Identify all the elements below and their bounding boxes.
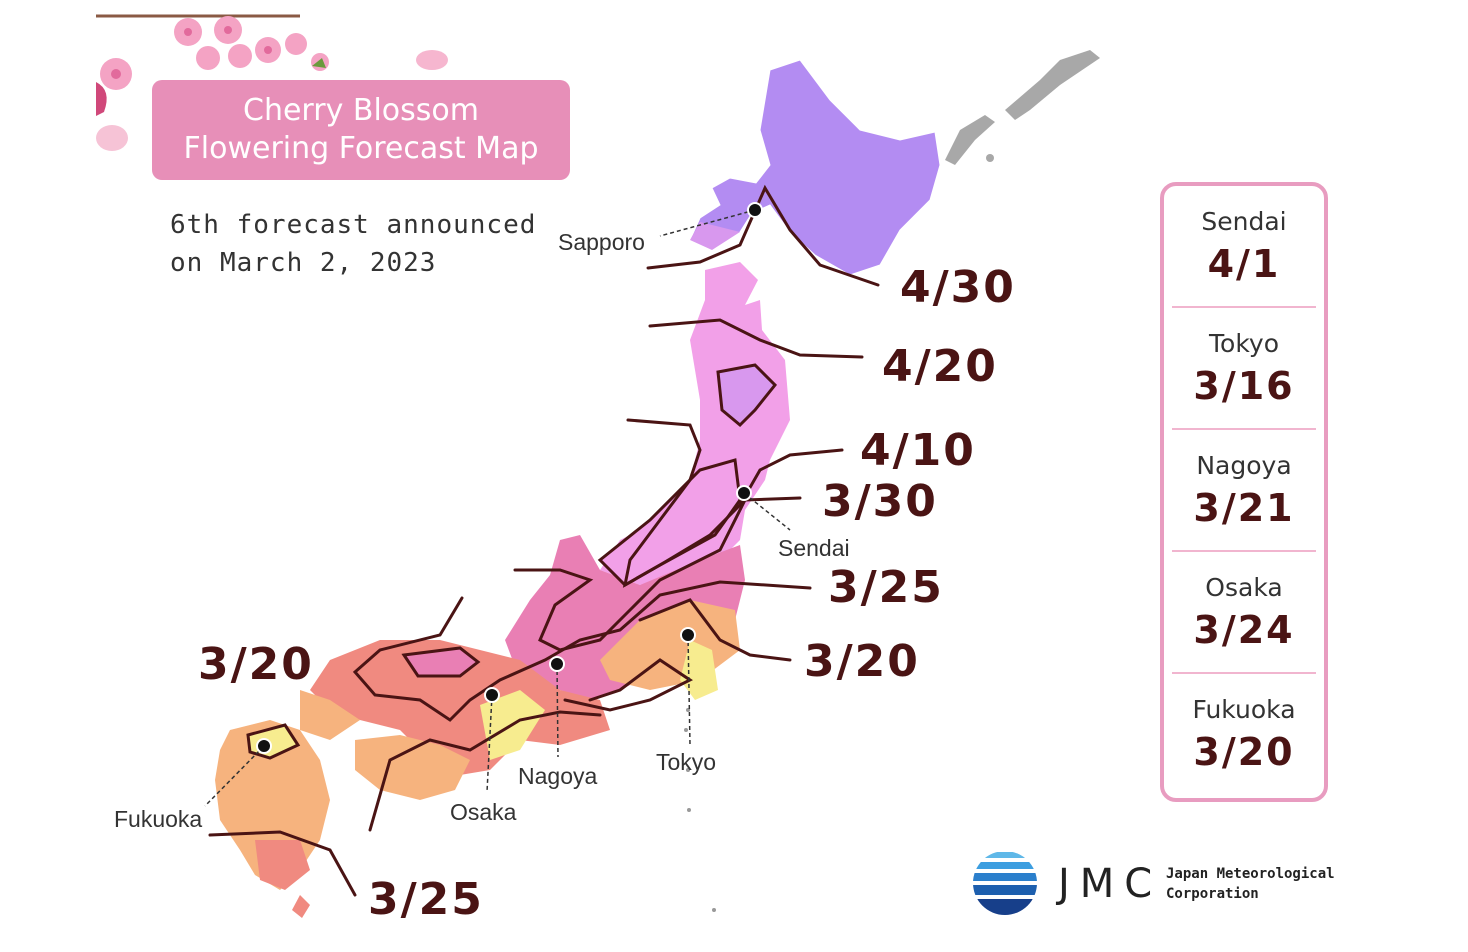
city-label-tokyo: Tokyo [656,749,716,775]
panel-date: 3/21 [1193,486,1295,530]
panel-item-tokyo: Tokyo 3/16 [1172,308,1316,430]
logo-company-name: Japan Meteorological Corporation [1166,864,1335,904]
title-banner: Cherry Blossom Flowering Forecast Map [152,80,570,180]
panel-date: 3/24 [1193,608,1295,652]
osaka-marker [484,687,500,703]
nagoya-marker [549,656,565,672]
jmc-globe-icon [973,851,1037,915]
city-forecast-panel: Sendai 4/1 Tokyo 3/16 Nagoya 3/21 Osaka … [1160,182,1328,802]
logo-name-line-2: Corporation [1166,886,1259,902]
fukuoka-marker [256,738,272,754]
sendai-marker [736,485,752,501]
panel-city: Osaka [1205,573,1283,602]
panel-city: Sendai [1201,207,1287,236]
panel-city: Nagoya [1196,451,1292,480]
western-honshu-region [310,640,610,775]
city-label-sendai: Sendai [778,535,850,561]
panel-item-nagoya: Nagoya 3/21 [1172,430,1316,552]
isoline-label-330: 3/30 [822,476,938,527]
panel-date: 3/16 [1193,364,1295,408]
city-markers [204,202,791,807]
isoline-label-420: 4/20 [882,341,998,392]
subtitle-line-1: 6th forecast announced [170,210,537,240]
city-label-fukuoka: Fukuoka [114,806,202,832]
isoline-label-325-east: 3/25 [828,562,944,613]
subtitle-line-2: on March 2, 2023 [170,248,437,278]
panel-item-fukuoka: Fukuoka 3/20 [1172,674,1316,796]
jmc-logo: JMC Japan Meteorological Corporation [970,850,1350,920]
isoline-label-430: 4/30 [900,262,1016,313]
hokkaido-region [689,59,941,276]
logo-name-line-1: Japan Meteorological [1166,866,1335,882]
isoline-label-320-west: 3/20 [198,639,314,690]
panel-date: 3/20 [1193,730,1295,774]
sapporo-marker [747,202,763,218]
title-line-2: Flowering Forecast Map [183,131,539,166]
panel-city: Tokyo [1209,329,1279,358]
panel-item-osaka: Osaka 3/24 [1172,552,1316,674]
panel-date: 4/1 [1207,242,1281,286]
kuril-islands [945,50,1100,165]
panel-item-sendai: Sendai 4/1 [1172,186,1316,308]
city-label-nagoya: Nagoya [518,763,597,789]
isoline-label-325-south: 3/25 [368,874,484,925]
city-label-osaka: Osaka [450,799,517,825]
title-line-1: Cherry Blossom [243,93,479,128]
forecast-subtitle: 6th forecast announced on March 2, 2023 [170,206,536,282]
cherry-blossom-decoration [96,14,448,151]
isoline-label-410: 4/10 [860,425,976,476]
isoline-group [208,184,880,897]
panel-city: Fukuoka [1192,695,1296,724]
logo-mark-text: JMC [1058,861,1163,907]
city-label-sapporo: Sapporo [558,229,645,255]
tokyo-marker [680,627,696,643]
isoline-label-320-east: 3/20 [804,636,920,687]
